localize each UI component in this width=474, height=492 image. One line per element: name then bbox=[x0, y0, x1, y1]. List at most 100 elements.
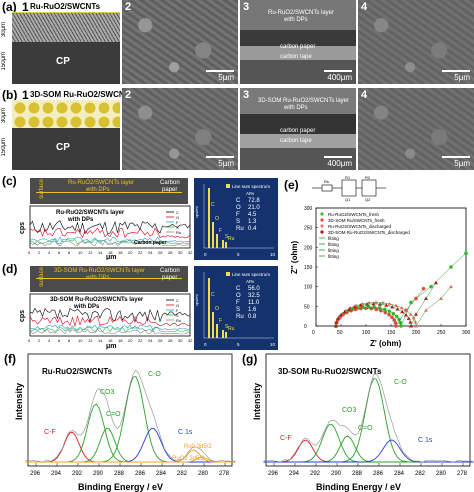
spec-c-peak bbox=[212, 222, 214, 248]
panel-d: (d) surface 3D-SOM Ru-RuO2/SWCNTs layer … bbox=[0, 262, 280, 350]
panel-g: (g) 3D-SOM Ru-RuO2/SWCNTs Intensity Bind… bbox=[238, 350, 474, 492]
panel-c-label: (c) bbox=[2, 174, 17, 188]
swcnt-layer-model bbox=[12, 12, 120, 43]
spec-d-ylabel: cps/eV bbox=[194, 293, 199, 306]
spec-d-title: Line sum spectrum bbox=[232, 272, 270, 277]
ann-g-c=o: C=O bbox=[358, 425, 373, 432]
c-linescan-O bbox=[29, 227, 191, 239]
d-xtick: 28 bbox=[168, 338, 173, 343]
circuit-q1: Q1 bbox=[345, 197, 351, 202]
spec-d-peak-label: F bbox=[219, 318, 222, 324]
ann-f-co: C-O bbox=[148, 371, 161, 378]
e-legend-entry: Ru-RuO2/SWCNTs_discharged bbox=[328, 224, 392, 229]
e-xtick: 0 bbox=[312, 330, 315, 336]
xps-g-xlabel: Binding Energy / eV bbox=[316, 482, 401, 492]
d-xtick: 18 bbox=[118, 338, 123, 343]
spec-d-at: At% bbox=[246, 279, 254, 284]
cps-label-c: cps bbox=[19, 222, 26, 234]
d-linescan-C bbox=[29, 307, 191, 323]
thickness-bottom: 150μm bbox=[1, 52, 7, 71]
ann-f-cf: C-F bbox=[44, 429, 56, 436]
eds-spectrum-d: C O F S Ru Line sum spectrum At% C 56.0 O 32.5 F 11.… bbox=[194, 266, 278, 350]
e-xtick: 50 bbox=[337, 330, 343, 336]
spec-d-peak bbox=[212, 312, 214, 338]
e-legend-marker bbox=[320, 212, 324, 216]
panel-a-label: (a) bbox=[2, 0, 17, 14]
spec-d-peak-label: S bbox=[225, 324, 229, 330]
c-legend-O: O bbox=[176, 215, 179, 220]
c-legend-F: F bbox=[176, 220, 179, 225]
carbon-paper-block-b bbox=[12, 128, 120, 170]
c-xtick: 16 bbox=[108, 250, 113, 255]
g-xtick: 284 bbox=[394, 471, 405, 477]
f-xtick: 292 bbox=[72, 471, 83, 477]
spec-d-val-S: 1.6 bbox=[248, 307, 257, 313]
spec-c-peak-label: F bbox=[219, 228, 222, 234]
d-xtick: 32 bbox=[188, 338, 193, 343]
cp-label-b: CP bbox=[56, 142, 70, 153]
spec-c-el-S: S bbox=[236, 219, 240, 225]
spec-c-val-S: 1.3 bbox=[248, 219, 257, 225]
panel-b: (b) 1 3D-SOM Ru-RuO2/SWCNTs 30μm 150μm C… bbox=[0, 88, 474, 172]
spec-c-el-C: C bbox=[236, 198, 241, 204]
um-label-d: μm bbox=[106, 343, 117, 350]
spec-c-peak bbox=[222, 240, 224, 248]
d-xtick: 20 bbox=[128, 338, 133, 343]
e-xtick: 300 bbox=[462, 330, 471, 336]
equivalent-circuit bbox=[312, 179, 386, 197]
d-legend-O: O bbox=[176, 303, 179, 308]
spec-c-el-F: F bbox=[236, 212, 240, 218]
linescan-d-label: 3D-SOM Ru-RuO2/SWCNTs layer bbox=[50, 297, 144, 303]
d-linescan-S bbox=[29, 326, 191, 333]
d-linescan-O bbox=[29, 314, 191, 328]
c-xtick: 24 bbox=[148, 250, 153, 255]
spec-d-el-C: C bbox=[236, 286, 241, 292]
e-legend-marker bbox=[320, 224, 324, 228]
d-xtick: 8 bbox=[68, 338, 71, 343]
c-xtick: 4 bbox=[48, 250, 51, 255]
c-xtick: 28 bbox=[168, 250, 173, 255]
panel-a: (a) 1 Ru-RuO2/SWCNTs 30μm 150μm CP 2 5μm… bbox=[0, 0, 474, 88]
spec-c-peak bbox=[216, 234, 218, 248]
xps-plot-f: Ru-RuO2/SWCNTs Intensity Binding Energy … bbox=[14, 353, 236, 492]
e-ytick: 100 bbox=[304, 285, 313, 291]
ann-f-co3: CO3 bbox=[100, 389, 115, 396]
e-xtick: 250 bbox=[437, 330, 446, 336]
panel-e-label: (e) bbox=[284, 178, 299, 192]
nyquist-fit-line bbox=[335, 282, 437, 327]
c-xtick: 20 bbox=[128, 250, 133, 255]
e-legend-marker bbox=[320, 230, 324, 234]
ann-f-c1s: C 1s bbox=[178, 429, 193, 436]
f-xtick: 284 bbox=[156, 471, 167, 477]
e-legend-marker bbox=[320, 218, 324, 222]
spec-d-peak bbox=[208, 278, 210, 338]
f-xtick: 294 bbox=[51, 471, 62, 477]
spec-d-xtick: 5 bbox=[237, 342, 240, 347]
d-legend-Ru: Ru bbox=[176, 318, 181, 323]
spec-d-val-F: 11.0 bbox=[248, 300, 260, 306]
spec-c-peak bbox=[208, 188, 210, 248]
spec-c-peak-label: C bbox=[211, 202, 215, 208]
ann-f-c=o: C=O bbox=[106, 411, 121, 418]
spec-c-el-O: O bbox=[236, 205, 241, 211]
g-xtick: 294 bbox=[289, 471, 300, 477]
c-linescan-F bbox=[29, 236, 191, 243]
sem-image-b2: 2 5μm bbox=[122, 88, 238, 170]
spec-c-peak-label: O bbox=[215, 216, 219, 222]
e-legend-entry: fitting bbox=[328, 236, 339, 241]
g-xtick: 280 bbox=[436, 471, 447, 477]
c-xtick: 12 bbox=[88, 250, 93, 255]
spec-d-peak-label: Ru bbox=[228, 326, 235, 332]
d-linescan-F bbox=[29, 324, 191, 331]
xps-f-title: Ru-RuO2/SWCNTs bbox=[42, 367, 113, 376]
circuit-r1: R1 bbox=[345, 175, 351, 180]
panel-d-label: (d) bbox=[2, 262, 18, 276]
panel-b-model-number: 1 bbox=[22, 88, 29, 102]
d-xtick: 4 bbox=[48, 338, 51, 343]
nyquist-xlabel: Z' (ohm) bbox=[370, 339, 402, 348]
d-legend-F: F bbox=[176, 308, 179, 313]
d-legend-C: C bbox=[176, 298, 179, 303]
xps-f-ylabel: Intensity bbox=[14, 383, 24, 420]
panel-c: (c) surface Ru-RuO2/SWCNTs layer with DP… bbox=[0, 174, 280, 260]
ann-g-c1s: C 1s bbox=[418, 437, 433, 444]
